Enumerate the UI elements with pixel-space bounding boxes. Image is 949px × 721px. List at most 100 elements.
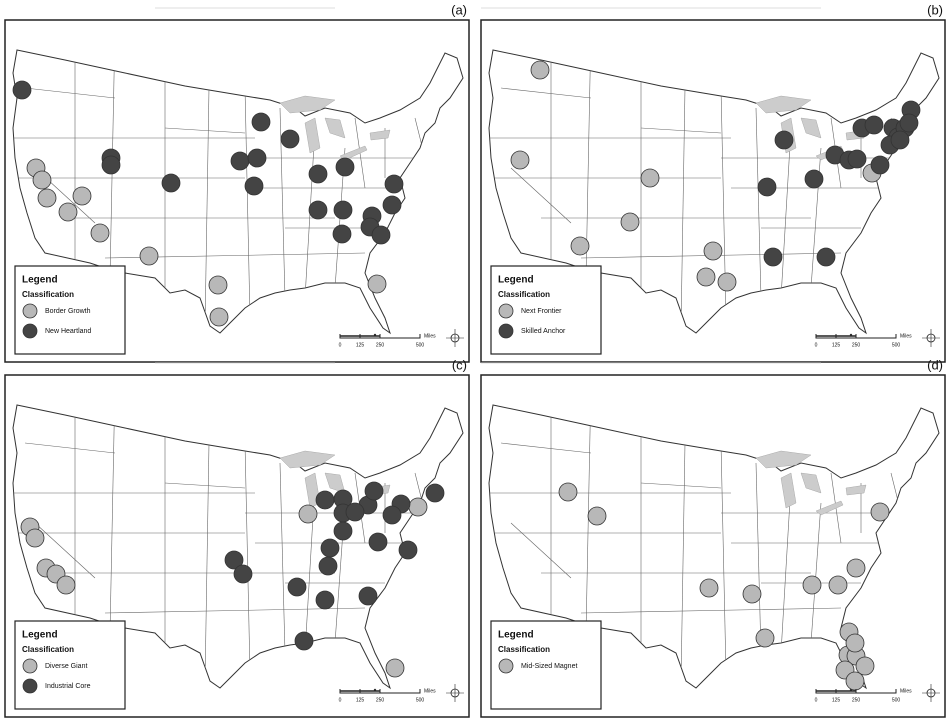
state-line: [500, 442, 592, 454]
state-line: [24, 442, 116, 454]
state-line: [780, 127, 792, 299]
city-marker: [847, 149, 867, 169]
city-marker: [90, 223, 110, 243]
state-line: [810, 502, 822, 644]
legend: Legend Classification Diverse Giant Industr…: [14, 620, 126, 710]
map-panel: Legend Classification Diverse Giant Industr…: [4, 374, 470, 718]
city-marker: [828, 575, 848, 595]
city-marker: [382, 505, 402, 525]
scale-label: 0: [339, 342, 342, 348]
legend-title: Legend: [498, 275, 534, 286]
city-marker: [298, 504, 318, 524]
city-marker: [899, 113, 919, 133]
scale-label: 0: [815, 697, 818, 703]
city-marker: [755, 628, 775, 648]
great-lake: [780, 472, 797, 509]
city-marker: [139, 246, 159, 266]
legend-marker: [22, 678, 38, 694]
city-marker: [510, 150, 530, 170]
city-marker: [208, 275, 228, 295]
city-marker: [371, 225, 391, 245]
legend-subtitle: Classification: [22, 290, 74, 299]
legend-entry: New Heartland: [45, 328, 91, 335]
great-lake: [845, 484, 867, 496]
legend-marker: [498, 303, 514, 319]
city-marker: [530, 60, 550, 80]
city-marker: [763, 247, 783, 267]
scale-bar: 0 125 250 500 Miles: [815, 688, 913, 703]
scale-label: 250: [376, 697, 385, 703]
great-lake: [369, 129, 391, 141]
city-marker: [890, 130, 910, 150]
legend-title: Legend: [22, 630, 58, 641]
legend-entry: Next Frontier: [521, 308, 562, 315]
state-line: [780, 482, 792, 654]
city-marker: [364, 481, 384, 501]
scale-label: 0: [339, 697, 342, 703]
city-marker: [280, 129, 300, 149]
state-line: [164, 127, 246, 134]
city-marker: [209, 307, 229, 327]
city-marker: [804, 169, 824, 189]
state-line: [24, 87, 116, 99]
legend-marker: [498, 323, 514, 339]
city-marker: [398, 540, 418, 560]
legend-subtitle: Classification: [22, 645, 74, 654]
scale-label: 0: [815, 342, 818, 348]
state-line: [755, 107, 762, 299]
city-marker: [846, 558, 866, 578]
great-lake: [755, 95, 812, 114]
city-marker: [425, 483, 445, 503]
scale-label: 500: [416, 697, 425, 703]
panel-label: (b): [927, 2, 943, 17]
legend-entry: Diverse Giant: [45, 663, 87, 670]
panel-label: (d): [927, 357, 943, 372]
map-panel: Legend Classification Mid-Sized Magnet 0 125…: [480, 374, 946, 718]
city-marker: [384, 174, 404, 194]
legend-entry: Industrial Core: [45, 683, 91, 690]
scale-label: 125: [832, 697, 841, 703]
city-marker: [247, 148, 267, 168]
city-marker: [774, 130, 794, 150]
city-marker: [870, 502, 890, 522]
legend-marker: [22, 323, 38, 339]
state-line: [164, 482, 246, 489]
scale-label: 125: [356, 342, 365, 348]
city-marker: [244, 176, 264, 196]
city-marker: [287, 577, 307, 597]
scale-unit: Miles: [424, 333, 436, 339]
city-marker: [845, 671, 865, 691]
city-marker: [101, 155, 121, 175]
great-lake: [815, 500, 844, 516]
city-marker: [558, 482, 578, 502]
scale-label: 250: [852, 342, 861, 348]
legend: Legend Classification Mid-Sized Magnet: [490, 620, 602, 710]
city-marker: [696, 267, 716, 287]
state-line: [34, 522, 96, 579]
state-line: [640, 127, 722, 134]
city-marker: [25, 528, 45, 548]
city-marker: [12, 80, 32, 100]
city-marker: [233, 564, 253, 584]
city-marker: [58, 202, 78, 222]
legend-title: Legend: [498, 630, 534, 641]
city-marker: [870, 155, 890, 175]
city-marker: [161, 173, 181, 193]
city-marker: [56, 575, 76, 595]
great-lake: [279, 450, 336, 469]
state-line: [244, 87, 251, 319]
great-lake: [324, 117, 346, 139]
city-marker: [315, 490, 335, 510]
city-marker: [320, 538, 340, 558]
city-marker: [570, 236, 590, 256]
city-marker: [230, 151, 250, 171]
city-marker: [224, 550, 244, 570]
scale-label: 500: [892, 697, 901, 703]
compass: [446, 684, 464, 702]
city-marker: [294, 631, 314, 651]
scale-label: 250: [852, 697, 861, 703]
city-marker: [332, 224, 352, 244]
great-lake: [800, 472, 822, 494]
legend-marker: [498, 658, 514, 674]
city-marker: [318, 556, 338, 576]
